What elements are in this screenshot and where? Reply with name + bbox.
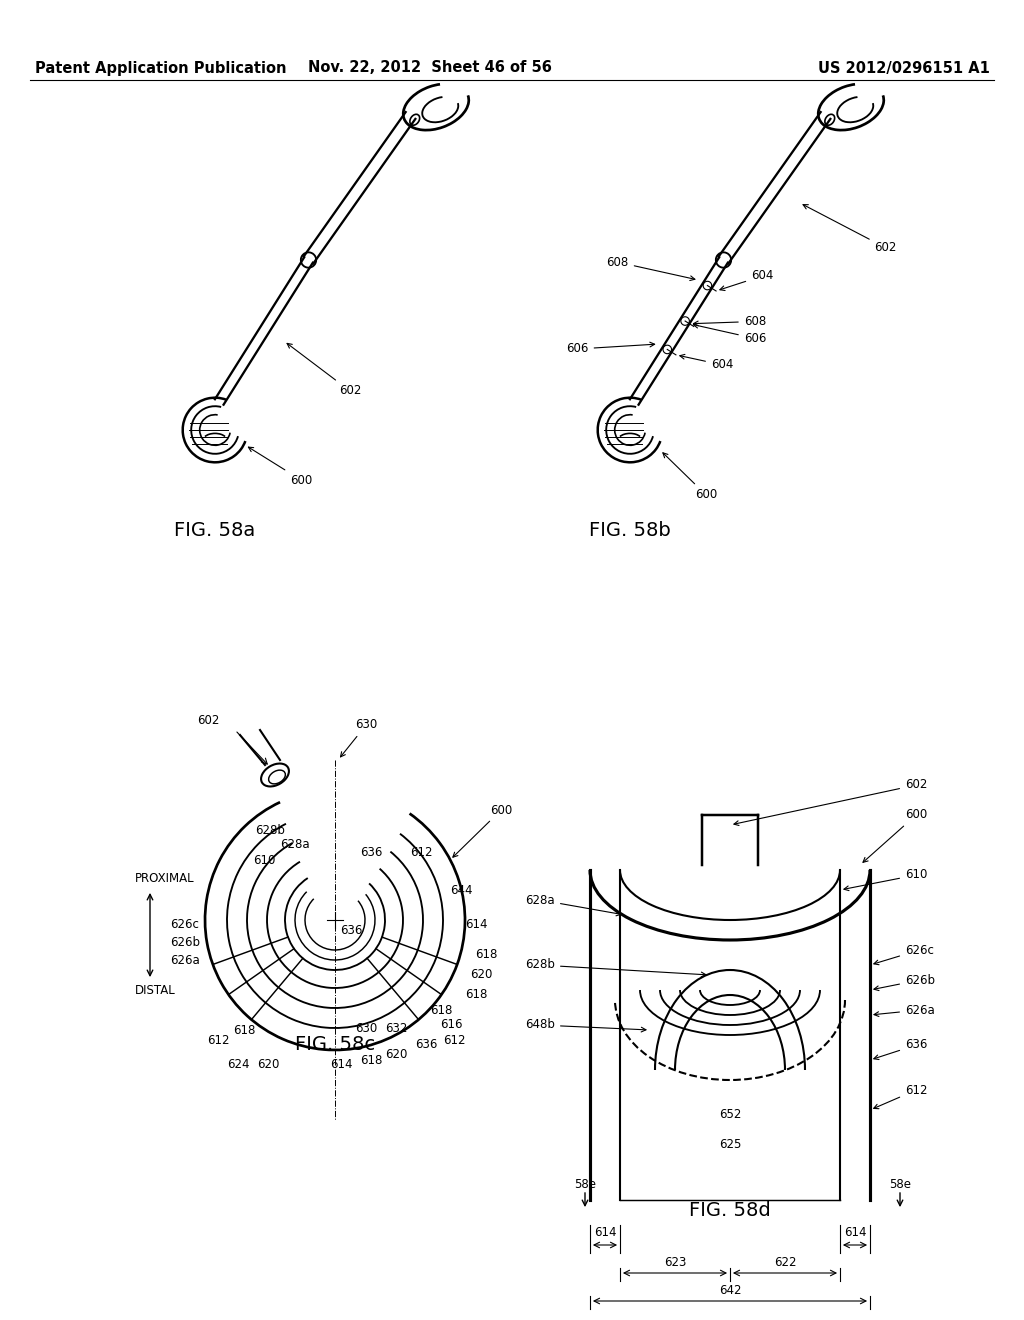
Text: 602: 602 [734, 779, 928, 825]
Text: 604: 604 [680, 354, 733, 371]
Text: 632: 632 [385, 1022, 408, 1035]
Text: 628b: 628b [525, 958, 706, 977]
Text: 612: 612 [873, 1084, 928, 1109]
Text: 604: 604 [720, 269, 773, 290]
Text: 618: 618 [475, 949, 498, 961]
Text: 625: 625 [719, 1138, 741, 1151]
Text: 626c: 626c [873, 944, 934, 965]
Text: 630: 630 [341, 718, 377, 756]
Text: 630: 630 [355, 1022, 377, 1035]
Text: 636: 636 [415, 1039, 437, 1052]
Text: 600: 600 [249, 447, 312, 487]
Text: 612: 612 [443, 1034, 466, 1047]
Text: FIG. 58d: FIG. 58d [689, 1200, 771, 1220]
Text: US 2012/0296151 A1: US 2012/0296151 A1 [818, 61, 990, 75]
Text: FIG. 58b: FIG. 58b [589, 520, 671, 540]
Text: 608: 608 [693, 315, 766, 327]
Text: 600: 600 [453, 804, 512, 857]
Text: Patent Application Publication: Patent Application Publication [35, 61, 287, 75]
Text: 618: 618 [360, 1053, 382, 1067]
Text: 614: 614 [465, 919, 487, 932]
Text: 648b: 648b [525, 1019, 646, 1032]
Text: 636: 636 [360, 846, 382, 858]
Text: 614: 614 [844, 1226, 866, 1239]
Text: Nov. 22, 2012  Sheet 46 of 56: Nov. 22, 2012 Sheet 46 of 56 [308, 61, 552, 75]
Text: 616: 616 [440, 1019, 463, 1031]
Text: 600: 600 [663, 453, 717, 502]
Text: FIG. 58a: FIG. 58a [174, 520, 256, 540]
Text: 642: 642 [719, 1284, 741, 1298]
Text: 644: 644 [450, 883, 472, 896]
Text: 58e: 58e [574, 1179, 596, 1192]
Text: 608: 608 [606, 256, 695, 281]
Text: 626a: 626a [170, 953, 200, 966]
Text: 612: 612 [208, 1034, 230, 1047]
Text: 614: 614 [330, 1059, 352, 1072]
Text: 606: 606 [566, 342, 654, 355]
Text: 620: 620 [258, 1059, 280, 1072]
Text: FIG. 58c: FIG. 58c [295, 1035, 375, 1055]
Text: 626a: 626a [874, 1003, 935, 1016]
Text: 623: 623 [664, 1257, 686, 1270]
Text: 600: 600 [863, 808, 928, 862]
Text: 626b: 626b [873, 974, 935, 990]
Text: 628b: 628b [255, 824, 285, 837]
Text: 602: 602 [287, 343, 361, 397]
Text: 622: 622 [774, 1257, 797, 1270]
Text: 602: 602 [198, 714, 220, 726]
Text: 620: 620 [385, 1048, 408, 1061]
Text: 610: 610 [844, 869, 928, 891]
Text: 606: 606 [693, 323, 766, 345]
Text: 626b: 626b [170, 936, 200, 949]
Text: 652: 652 [719, 1109, 741, 1122]
Text: 610: 610 [253, 854, 275, 866]
Text: 58e: 58e [889, 1179, 911, 1192]
Text: PROXIMAL: PROXIMAL [135, 871, 195, 884]
Text: 624: 624 [227, 1059, 250, 1072]
Text: 620: 620 [470, 969, 493, 982]
Text: 618: 618 [232, 1023, 255, 1036]
Text: 628a: 628a [281, 838, 310, 851]
Text: 614: 614 [594, 1226, 616, 1239]
Text: 618: 618 [430, 1003, 453, 1016]
Text: 612: 612 [410, 846, 432, 858]
Text: 636: 636 [340, 924, 362, 936]
Text: 618: 618 [465, 989, 487, 1002]
Text: 628a: 628a [525, 894, 621, 916]
Text: DISTAL: DISTAL [135, 983, 176, 997]
Text: 636: 636 [873, 1039, 928, 1060]
Text: 626c: 626c [170, 919, 199, 932]
Text: 602: 602 [803, 205, 897, 255]
